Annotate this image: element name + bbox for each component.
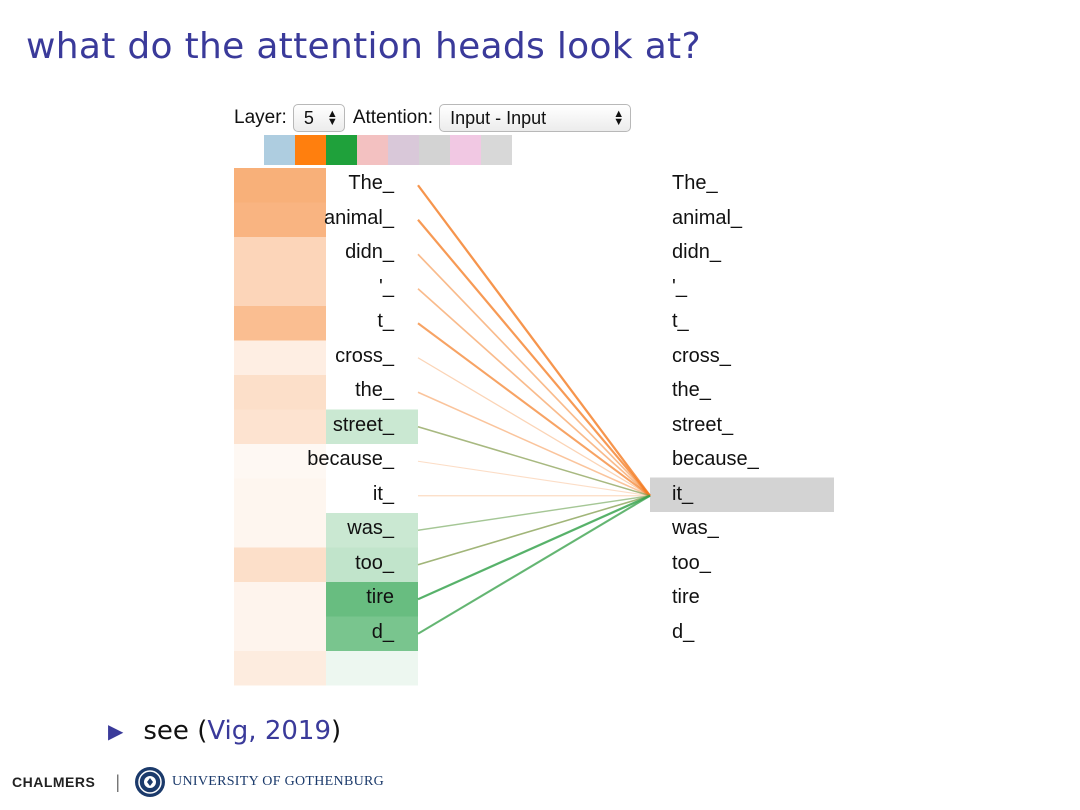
right-token[interactable]: tire <box>672 586 700 608</box>
attention-line <box>417 391 651 497</box>
attention-line <box>417 495 651 531</box>
left-token[interactable]: animal_ <box>323 206 394 229</box>
attention-line <box>417 495 651 566</box>
orange-attention-cell <box>234 478 326 513</box>
head-swatch-6[interactable] <box>419 135 450 165</box>
right-token[interactable]: t_ <box>672 310 689 332</box>
left-token[interactable]: didn_ <box>345 241 394 263</box>
updown-arrows-icon: ▲ ▼ <box>613 108 625 128</box>
green-attention-cell <box>326 547 418 582</box>
layer-select[interactable]: 5 ▲ ▼ <box>292 104 345 132</box>
orange-attention-cell <box>234 513 326 548</box>
attention-label: Attention: <box>352 107 434 128</box>
head-swatch-2[interactable] <box>295 135 326 165</box>
orange-attention-cell <box>234 651 326 686</box>
footer-separator: | <box>115 771 121 792</box>
left-token[interactable]: it_ <box>372 482 394 505</box>
orange-attention-cell <box>234 306 326 341</box>
university-name: UNIVERSITY OF GOTHENBURG <box>172 774 385 789</box>
attention-value: Input - Input <box>450 107 547 128</box>
attention-controls: Layer: 5 ▲ ▼ Attention: Input - Input ▲ ▼ <box>234 103 639 133</box>
updown-arrows-icon: ▲ ▼ <box>326 108 338 128</box>
bullet-item: ▶ see (Vig, 2019) <box>108 716 341 746</box>
left-token[interactable]: d_ <box>371 620 394 643</box>
attention-line <box>417 495 651 566</box>
attention-line <box>417 322 651 497</box>
orange-attention-cell <box>234 409 326 444</box>
right-token[interactable]: because_ <box>672 448 759 470</box>
right-token[interactable]: the_ <box>672 379 711 401</box>
right-token[interactable]: '_ <box>672 275 687 298</box>
left-token[interactable]: The_ <box>348 172 394 194</box>
right-token[interactable]: too_ <box>672 551 711 574</box>
orange-attention-cell <box>234 375 326 410</box>
university-seal-icon <box>135 767 166 797</box>
left-token[interactable]: cross_ <box>335 344 394 367</box>
orange-attention-cell <box>234 582 326 617</box>
right-token[interactable]: The_ <box>672 172 718 194</box>
footer: CHALMERS | UNIVERSITY OF GOTHENBURG <box>12 766 384 798</box>
attention-line <box>417 184 651 497</box>
right-token[interactable]: d_ <box>672 620 695 643</box>
right-token[interactable]: was_ <box>672 517 719 539</box>
attention-line <box>417 426 651 497</box>
head-swatch-4[interactable] <box>357 135 388 165</box>
right-token[interactable]: street_ <box>672 413 734 436</box>
left-token[interactable]: '_ <box>379 275 394 298</box>
attention-line <box>417 288 651 497</box>
layer-label: Layer: <box>234 107 287 128</box>
head-swatch-7[interactable] <box>450 135 481 165</box>
head-swatch-3[interactable] <box>326 135 357 165</box>
slide-title: what do the attention heads look at? <box>26 26 701 67</box>
left-token[interactable]: t_ <box>377 310 394 332</box>
selected-token-highlight <box>650 477 834 512</box>
orange-attention-cell <box>234 547 326 582</box>
attention-line <box>417 494 651 635</box>
right-token[interactable]: cross_ <box>672 344 731 367</box>
head-color-swatches <box>264 135 512 165</box>
bullet-text-end: ) <box>330 716 342 746</box>
orange-attention-cell <box>234 271 326 306</box>
head-swatch-1[interactable] <box>264 135 295 165</box>
head-swatch-5[interactable] <box>388 135 419 165</box>
green-attention-cell <box>326 513 418 548</box>
orange-attention-cell <box>234 444 326 479</box>
attention-line <box>417 494 651 601</box>
left-token[interactable]: too_ <box>355 551 394 574</box>
attention-line <box>417 460 651 497</box>
attention-line <box>417 495 651 531</box>
bullet-triangle-icon: ▶ <box>108 719 124 743</box>
right-token[interactable]: didn_ <box>672 241 721 263</box>
attention-line <box>417 253 651 497</box>
orange-attention-cell <box>234 340 326 375</box>
right-token[interactable]: it_ <box>672 482 694 505</box>
bullet-text: see ( <box>143 716 208 746</box>
orange-attention-cell <box>234 168 326 203</box>
left-token[interactable]: the_ <box>355 379 394 401</box>
green-attention-cell <box>326 409 418 444</box>
attention-line <box>417 357 651 497</box>
left-token[interactable]: tire <box>366 586 394 608</box>
right-token[interactable]: animal_ <box>672 206 743 229</box>
left-token[interactable]: because_ <box>307 448 394 470</box>
attention-line <box>417 219 651 497</box>
head-swatch-8[interactable] <box>481 135 512 165</box>
attention-select[interactable]: Input - Input ▲ ▼ <box>439 104 632 132</box>
orange-attention-cell <box>234 616 326 651</box>
green-attention-cell <box>326 651 418 686</box>
chalmers-logo: CHALMERS <box>12 774 96 790</box>
green-attention-cell <box>326 616 418 651</box>
orange-attention-cell <box>234 237 326 272</box>
orange-attention-cell <box>234 202 326 237</box>
left-token[interactable]: street_ <box>332 413 394 436</box>
left-token[interactable]: was_ <box>347 517 394 539</box>
layer-value: 5 <box>303 107 314 128</box>
green-attention-cell <box>326 582 418 617</box>
attention-line <box>417 426 651 497</box>
citation-link[interactable]: Vig, 2019 <box>207 716 331 746</box>
